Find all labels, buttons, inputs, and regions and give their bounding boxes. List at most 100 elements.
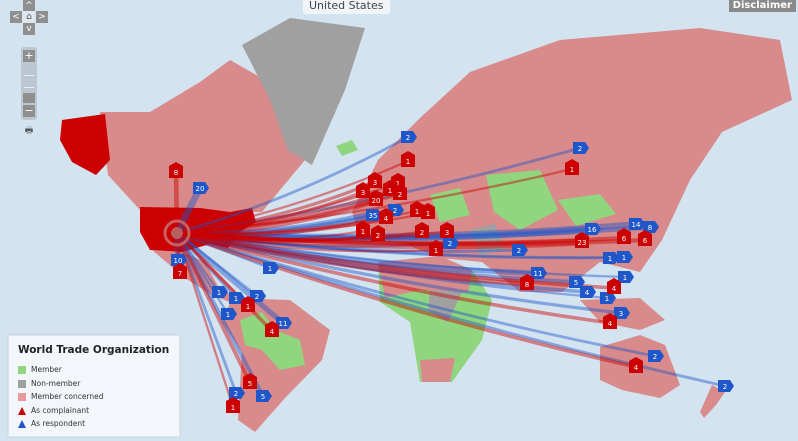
respondent-marker[interactable]: 10 [171, 254, 187, 266]
complainant-marker[interactable]: 23 [575, 232, 589, 248]
marker-shape [410, 201, 424, 217]
complainant-marker[interactable]: 1 [421, 203, 435, 219]
respondent-marker[interactable]: 2 [443, 237, 459, 249]
complainant-marker[interactable]: 1 [356, 221, 370, 237]
marker-count: 2 [723, 383, 727, 391]
respondent-marker[interactable]: 5 [256, 390, 272, 402]
complainant-marker[interactable]: 1 [429, 240, 443, 256]
respondent-marker[interactable]: 5 [569, 276, 585, 288]
respondent-marker[interactable]: 16 [585, 223, 601, 235]
complainant-marker[interactable]: 4 [603, 313, 617, 329]
respondent-marker[interactable]: 3 [614, 307, 630, 319]
respondent-marker[interactable]: 14 [629, 218, 645, 230]
complainant-marker[interactable]: 5 [243, 373, 257, 389]
respondent-marker[interactable]: 2 [229, 387, 245, 399]
iceland[interactable] [336, 140, 358, 156]
pan-down-button[interactable]: v [23, 23, 35, 35]
respondent-marker[interactable]: 20 [193, 182, 209, 194]
africa-non-member[interactable] [428, 290, 462, 322]
complainant-marker[interactable]: 6 [638, 230, 652, 246]
zoom-out-button[interactable]: − [23, 104, 35, 117]
alaska[interactable] [60, 114, 110, 175]
respondent-marker[interactable]: 35 [366, 209, 382, 221]
respondent-marker[interactable]: 4 [580, 286, 596, 298]
complainant-marker[interactable]: 3 [440, 222, 454, 238]
respondent-marker[interactable]: 2 [401, 131, 417, 143]
complainant-marker[interactable]: 3 [368, 172, 382, 188]
respondent-marker[interactable]: 1 [212, 286, 228, 298]
legend-item: As respondent [18, 418, 85, 429]
respondent-marker[interactable]: 8 [643, 221, 659, 233]
marker-count: 1 [415, 208, 419, 216]
pan-right-button[interactable]: > [36, 11, 48, 23]
respondent-marker[interactable]: 2 [648, 350, 664, 362]
complainant-marker[interactable]: 6 [617, 228, 631, 244]
central-asia-members[interactable] [486, 170, 558, 230]
legend-item: Non-member [18, 378, 80, 389]
pan-up-button[interactable]: ^ [23, 0, 35, 12]
complainant-marker[interactable]: 1 [565, 159, 579, 175]
south-africa[interactable] [420, 358, 455, 382]
respondent-marker[interactable]: 1 [618, 271, 634, 283]
complainant-marker[interactable]: 7 [173, 263, 187, 279]
respondent-marker[interactable]: 1 [603, 252, 619, 264]
complainant-marker[interactable]: 8 [520, 274, 534, 290]
south-america-members[interactable] [240, 312, 305, 370]
complainant-marker[interactable]: 1 [401, 151, 415, 167]
respondent-flow-line [176, 231, 622, 315]
complainant-marker[interactable]: 1 [226, 397, 240, 413]
marker-shape [250, 290, 266, 302]
complainant-marker[interactable]: 20 [369, 190, 383, 206]
marker-count: 35 [369, 212, 378, 220]
north-africa-concerned[interactable] [378, 256, 472, 298]
respondent-marker[interactable]: 2 [250, 290, 266, 302]
respondent-marker[interactable]: 11 [531, 267, 547, 279]
respondent-marker[interactable]: 2 [718, 380, 734, 392]
complainant-marker[interactable]: 8 [169, 162, 183, 178]
complainant-marker[interactable]: 1 [241, 296, 255, 312]
complainant-marker[interactable]: 4 [265, 321, 279, 337]
eastern-europe-members[interactable] [430, 188, 470, 222]
pan-left-button[interactable]: < [10, 11, 22, 23]
marker-shape [629, 357, 643, 373]
respondent-flow-line [176, 135, 409, 235]
complainant-flow-line [176, 231, 437, 253]
marker-shape [618, 271, 634, 283]
complainant-marker[interactable]: 4 [607, 278, 621, 294]
complainant-marker[interactable]: 3 [356, 182, 370, 198]
zoom-slider[interactable]: + − [21, 47, 37, 120]
complainant-marker[interactable]: 4 [379, 208, 393, 224]
respondent-marker[interactable]: 11 [276, 317, 292, 329]
disclaimer-button[interactable]: Disclaimer [728, 0, 796, 12]
respondent-marker[interactable]: 1 [600, 292, 616, 304]
marker-count: 1 [234, 295, 238, 303]
complainant-flow-line [176, 229, 583, 250]
greenland[interactable] [242, 18, 365, 165]
respondent-marker[interactable]: 2 [573, 142, 589, 154]
complainant-marker[interactable]: 1 [410, 201, 424, 217]
complainant-marker[interactable]: 2 [415, 222, 429, 238]
respondent-marker[interactable]: 1 [221, 308, 237, 320]
respondent-marker[interactable]: 1 [617, 251, 633, 263]
marker-shape [169, 162, 183, 178]
marker-shape [383, 180, 397, 196]
respondent-marker[interactable]: 1 [263, 262, 279, 274]
complainant-marker[interactable]: 1 [383, 180, 397, 196]
marker-shape [193, 182, 209, 194]
zoom-in-button[interactable]: + [23, 49, 35, 62]
zoom-handle[interactable] [23, 93, 35, 103]
mongolia[interactable] [558, 194, 616, 226]
marker-count: 10 [174, 257, 183, 265]
new-zealand[interactable] [700, 385, 725, 418]
marker-shape [171, 254, 187, 266]
complainant-marker[interactable]: 2 [371, 225, 385, 241]
non-member-middle-east[interactable] [470, 224, 505, 255]
marker-shape [221, 308, 237, 320]
selected-country-dot [171, 227, 183, 239]
home-button[interactable]: ⌂ [23, 11, 35, 23]
respondent-marker[interactable]: 2 [512, 244, 528, 256]
complainant-marker[interactable]: 4 [629, 357, 643, 373]
print-icon[interactable]: 🖶 [24, 126, 34, 136]
marker-shape [379, 208, 393, 224]
